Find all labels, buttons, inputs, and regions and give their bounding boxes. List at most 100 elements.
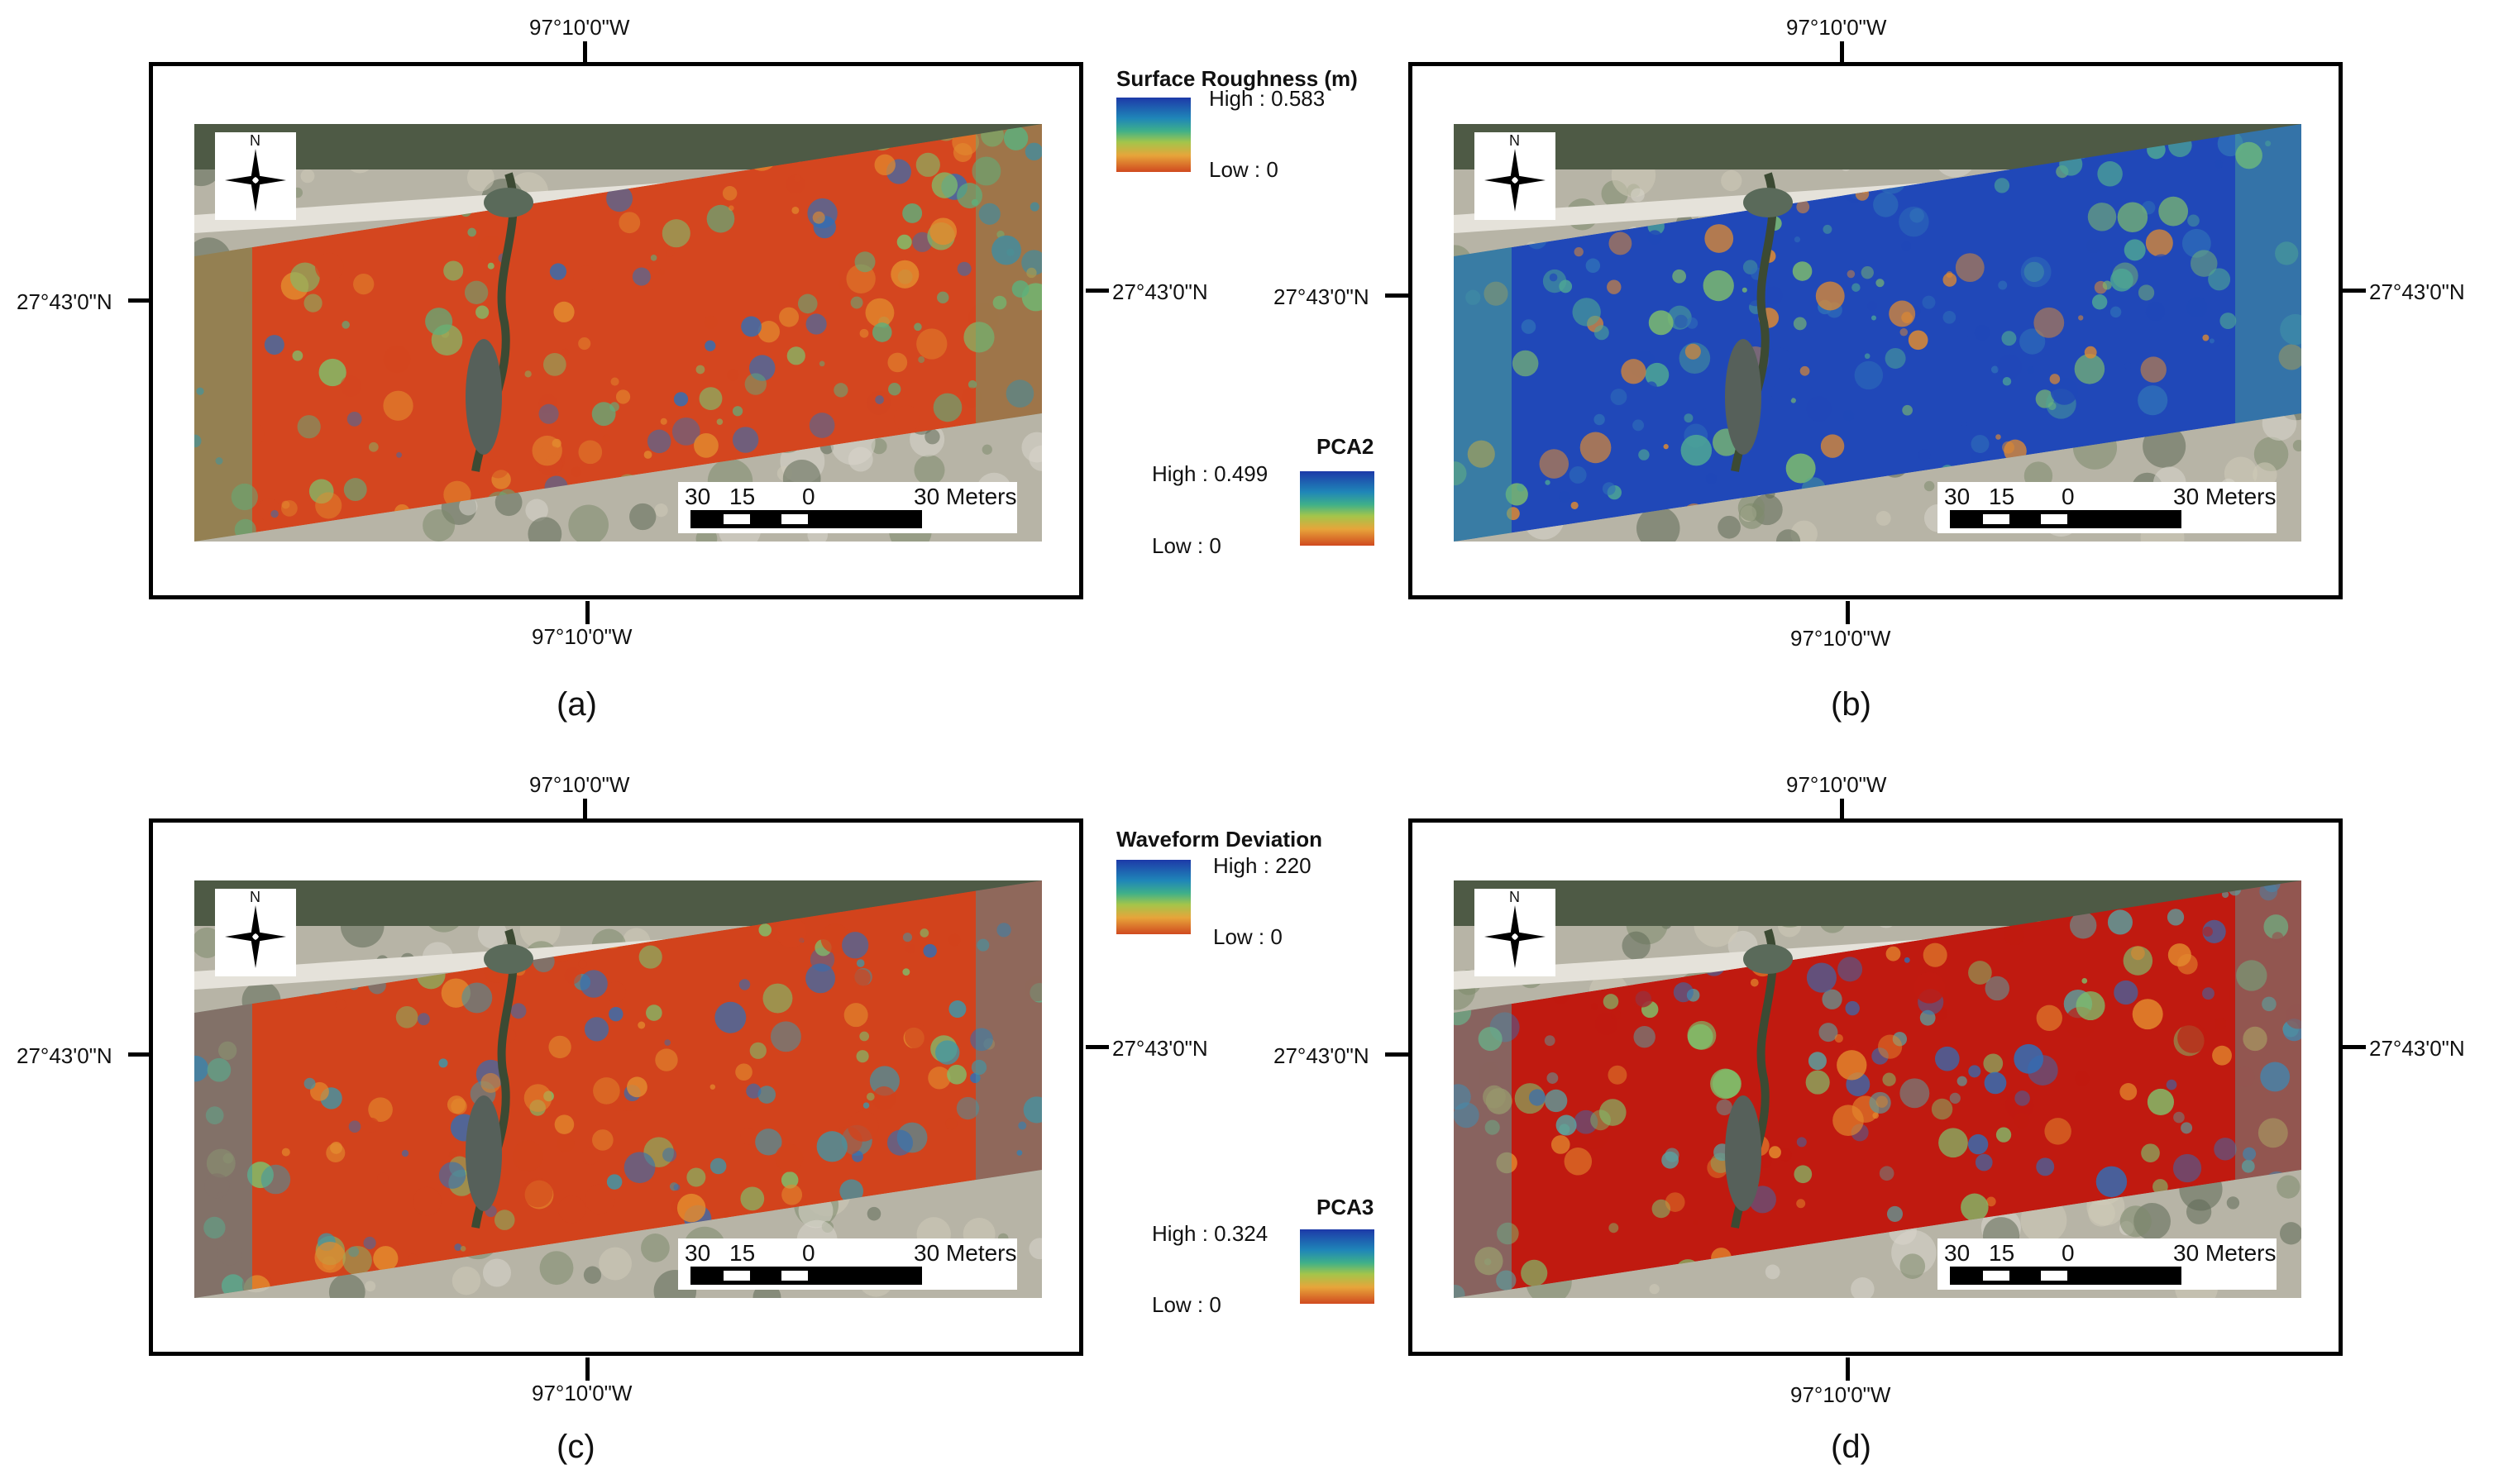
scale-bar-segment (1983, 514, 2009, 524)
scale-bar-segment (724, 514, 750, 524)
scale-bar-label: 30 (685, 1240, 711, 1266)
map-image: N 30 15 0 30 Meters (1454, 880, 2301, 1298)
panel-caption: (b) (1831, 686, 1871, 723)
panel-caption: (a) (557, 686, 597, 723)
latitude-right-tick (1086, 289, 1109, 293)
scale-bar-label: 30 (1944, 1240, 1971, 1266)
longitude-bottom-label: 97°10'0"W (532, 1381, 633, 1405)
scale-bar-label: 30 (685, 484, 711, 509)
north-arrow-icon: N (215, 889, 296, 976)
longitude-bottom-label: 97°10'0"W (532, 624, 633, 649)
legend-low-label: Low : 0 (1213, 924, 1283, 949)
scale-bar-segment (1983, 1271, 2009, 1281)
legend-high-label: High : 0.499 (1152, 461, 1268, 486)
panel-b: 97°10'0"W 27°43'0"N 27°43'0"N N 30 15 0 30 M… (1257, 0, 2494, 723)
panel-d: 97°10'0"W 27°43'0"N 27°43'0"N N 30 15 0 30 M… (1257, 759, 2494, 1470)
longitude-bottom-label: 97°10'0"W (1790, 1382, 1891, 1407)
legend-title: Waveform Deviation (1116, 827, 1322, 852)
latitude-right-label: 27°43'0"N (1112, 279, 1208, 304)
legend-low-label: Low : 0 (1152, 533, 1221, 558)
scale-bar-label: 15 (729, 484, 756, 509)
north-arrow-icon: N (215, 132, 296, 220)
longitude-top-tick (583, 799, 587, 822)
north-arrow-icon: N (1474, 132, 1555, 220)
scale-bar-graphic (1950, 510, 2181, 528)
map-raster (194, 124, 1042, 542)
map-frame: N 30 15 0 30 Meters (1408, 818, 2343, 1356)
scale-bar-segment (724, 1271, 750, 1281)
scale-bar-label: 15 (729, 1240, 756, 1266)
legend-title: Surface Roughness (m) (1116, 66, 1358, 91)
latitude-left-tick (1385, 293, 1408, 298)
longitude-top-label: 97°10'0"W (529, 772, 630, 797)
north-label: N (1509, 132, 1520, 149)
scale-bar-label: 30 Meters (2173, 484, 2277, 509)
panel-a: 97°10'0"W 27°43'0"N 27°43'0"N N 30 15 0 30 M… (0, 0, 1257, 723)
map-image: N 30 15 0 30 Meters (194, 124, 1042, 542)
north-label: N (1509, 889, 1520, 905)
latitude-left-label: 27°43'0"N (1273, 1043, 1369, 1068)
legend-color-ramp (1300, 1229, 1374, 1304)
longitude-bottom-tick (1846, 601, 1850, 624)
map-frame: N 30 15 0 30 Meters (149, 818, 1083, 1356)
legend-color-ramp (1300, 471, 1374, 546)
scale-bar-graphic (690, 510, 922, 528)
map-raster (1454, 880, 2301, 1298)
scale-bar-label: 15 (1989, 484, 2015, 509)
legend-color-ramp (1116, 98, 1191, 172)
latitude-left-label: 27°43'0"N (17, 289, 112, 314)
longitude-bottom-tick (1846, 1358, 1850, 1381)
map-image: N 30 15 0 30 Meters (194, 880, 1042, 1298)
longitude-top-tick (1840, 41, 1844, 64)
latitude-left-tick (128, 1052, 151, 1057)
longitude-top-tick (1840, 799, 1844, 822)
latitude-right-label: 27°43'0"N (1112, 1036, 1208, 1061)
scale-bar-segment (781, 1271, 808, 1281)
scale-bar-label: 30 Meters (914, 1240, 1017, 1266)
map-frame: N 30 15 0 30 Meters (1408, 62, 2343, 599)
latitude-right-tick (1086, 1045, 1109, 1049)
map-raster (194, 880, 1042, 1298)
scale-bar: 30 15 0 30 Meters (1937, 482, 2277, 533)
map-raster (1454, 124, 2301, 542)
legend-color-ramp (1116, 860, 1191, 934)
scale-bar-label: 0 (802, 1240, 815, 1266)
latitude-right-label: 27°43'0"N (2369, 1036, 2465, 1061)
longitude-bottom-tick (585, 601, 590, 624)
legend-low-label: Low : 0 (1152, 1292, 1221, 1317)
north-label: N (250, 132, 260, 149)
legend-title: PCA2 (1316, 434, 1374, 459)
legend-low-label: Low : 0 (1209, 157, 1278, 182)
scale-bar: 30 15 0 30 Meters (678, 1238, 1017, 1290)
latitude-left-label: 27°43'0"N (17, 1043, 112, 1068)
scale-bar-segment (781, 514, 808, 524)
panel-c: 97°10'0"W 27°43'0"N 27°43'0"N N 30 15 0 30 M… (0, 759, 1257, 1470)
scale-bar-graphic (1950, 1267, 2181, 1285)
latitude-left-tick (128, 298, 151, 303)
latitude-left-label: 27°43'0"N (1273, 284, 1369, 309)
scale-bar-label: 30 (1944, 484, 1971, 509)
scale-bar-graphic (690, 1267, 922, 1285)
legend-title: PCA3 (1316, 1195, 1374, 1219)
scale-bar-segment (2041, 1271, 2067, 1281)
scale-bar-label: 0 (2062, 484, 2075, 509)
map-frame: N 30 15 0 30 Meters (149, 62, 1083, 599)
longitude-top-label: 97°10'0"W (1786, 772, 1887, 797)
scale-bar-label: 0 (802, 484, 815, 509)
legend-high-label: High : 0.583 (1209, 86, 1326, 111)
legend-high-label: High : 0.324 (1152, 1221, 1268, 1246)
latitude-right-tick (2343, 1045, 2366, 1049)
longitude-bottom-tick (585, 1358, 590, 1381)
map-image: N 30 15 0 30 Meters (1454, 124, 2301, 542)
scale-bar-label: 30 Meters (914, 484, 1017, 509)
legend-high-label: High : 220 (1213, 853, 1312, 878)
north-label: N (250, 889, 260, 905)
longitude-top-label: 97°10'0"W (529, 15, 630, 40)
latitude-left-tick (1385, 1052, 1408, 1057)
scale-bar-label: 15 (1989, 1240, 2015, 1266)
panel-caption: (c) (557, 1429, 595, 1465)
scale-bar-segment (2041, 514, 2067, 524)
latitude-right-label: 27°43'0"N (2369, 279, 2465, 304)
scale-bar: 30 15 0 30 Meters (678, 482, 1017, 533)
longitude-top-tick (583, 41, 587, 64)
